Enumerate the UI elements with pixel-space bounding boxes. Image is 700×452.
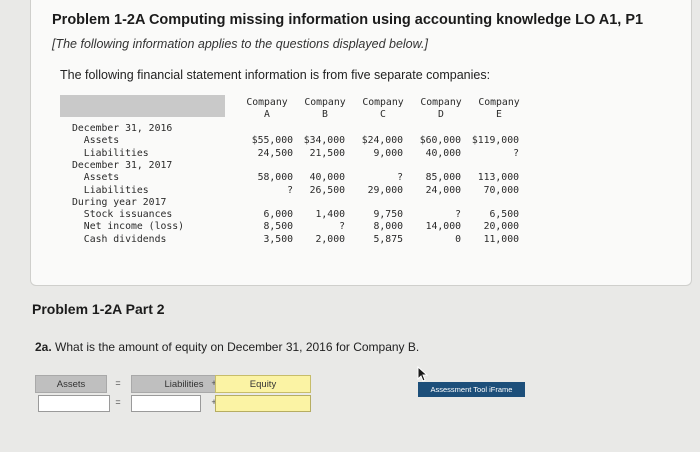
cell-value: $24,000 xyxy=(361,135,403,147)
cell-value: 0 xyxy=(455,233,461,245)
assets-input[interactable] xyxy=(38,395,110,412)
col-header-d: Company D xyxy=(420,97,462,120)
cell-value: 24,500 xyxy=(257,147,293,159)
cell-value: 9,000 xyxy=(373,147,404,159)
equals-sign: = xyxy=(115,378,121,388)
financial-data-table: Company A Company B Company C Company D Comp… xyxy=(60,93,535,255)
cell-value: 70,000 xyxy=(483,184,519,196)
cell-value: ? xyxy=(397,172,403,184)
cell-value: ? xyxy=(287,184,293,196)
equity-input[interactable] xyxy=(215,395,311,412)
row-label: Liabilities xyxy=(72,184,149,196)
cell-value: 5,875 xyxy=(373,233,404,245)
col-header-c: Company C xyxy=(362,97,404,120)
row-label: Cash dividends xyxy=(72,233,167,245)
row-label: Liabilities xyxy=(72,147,149,159)
liabilities-input[interactable] xyxy=(131,395,201,412)
problem-title: Problem 1-2A Computing missing informati… xyxy=(52,12,644,28)
cell-value: $119,000 xyxy=(471,135,519,147)
col-header-a: Company A xyxy=(246,97,288,120)
question-number: 2a. xyxy=(35,340,52,354)
plus-sign-row: + xyxy=(211,397,217,407)
row-label: December 31, 2016 xyxy=(72,123,173,134)
header-band xyxy=(60,95,225,117)
assessment-tool-iframe-button[interactable]: Assessment Tool iFrame xyxy=(418,382,525,397)
cell-value: 14,000 xyxy=(425,221,461,233)
col-header-e: Company E xyxy=(478,97,520,120)
cell-value: 20,000 xyxy=(483,221,519,233)
equity-header: Equity xyxy=(215,375,311,393)
cell-value: 8,500 xyxy=(263,221,294,233)
cell-value: 1,400 xyxy=(315,209,346,221)
assets-header: Assets xyxy=(35,375,107,393)
cell-value: 8,000 xyxy=(373,221,404,233)
cell-value: ? xyxy=(513,147,519,159)
cell-value: ? xyxy=(339,221,345,233)
mouse-pointer-icon xyxy=(417,366,429,382)
row-label: Assets xyxy=(72,135,120,147)
cell-value: 3,500 xyxy=(263,233,294,245)
problem-intro: The following financial statement inform… xyxy=(60,68,491,82)
liabilities-header: Liabilities xyxy=(131,375,237,393)
cell-value: $60,000 xyxy=(419,135,461,147)
question-2a: 2a. What is the amount of equity on Dece… xyxy=(35,340,419,354)
row-label: Stock issuances xyxy=(72,209,173,221)
row-label: During year 2017 xyxy=(72,196,167,208)
row-label: Assets xyxy=(72,172,120,184)
row-label: December 31, 2017 xyxy=(72,159,173,171)
cell-value: 24,000 xyxy=(425,184,461,196)
cell-value: 6,000 xyxy=(263,209,294,221)
question-text: What is the amount of equity on December… xyxy=(55,340,420,354)
cell-value: 40,000 xyxy=(309,172,345,184)
part2-heading: Problem 1-2A Part 2 xyxy=(32,301,165,317)
cell-value: $34,000 xyxy=(303,135,345,147)
cell-value: $55,000 xyxy=(251,135,293,147)
cell-value: 26,500 xyxy=(309,184,345,196)
plus-sign: + xyxy=(211,378,217,388)
cell-value: ? xyxy=(455,209,461,221)
col-header-b: Company B xyxy=(304,97,346,120)
cell-value: 2,000 xyxy=(315,233,346,245)
problem-card xyxy=(30,0,692,286)
cell-value: 6,500 xyxy=(489,209,520,221)
cell-value: 29,000 xyxy=(367,184,403,196)
cell-value: 113,000 xyxy=(477,172,519,184)
row-label: Net income (loss) xyxy=(72,221,185,233)
cell-value: 40,000 xyxy=(425,147,461,159)
cell-value: 85,000 xyxy=(425,172,461,184)
cell-value: 21,500 xyxy=(309,147,345,159)
cell-value: 11,000 xyxy=(483,233,519,245)
problem-note: [The following information applies to th… xyxy=(52,37,428,51)
cell-value: 58,000 xyxy=(257,172,293,184)
cell-value: 9,750 xyxy=(373,209,404,221)
equals-sign-row: = xyxy=(115,397,121,407)
